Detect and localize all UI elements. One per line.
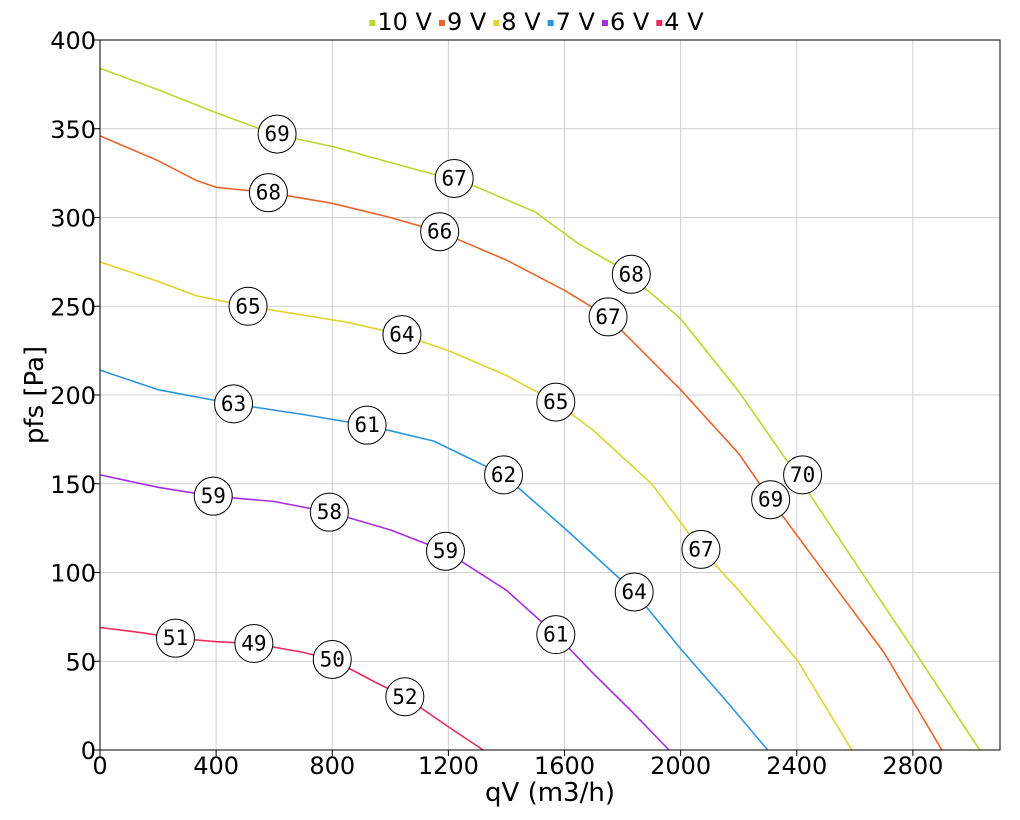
- efficiency-badge: [484, 455, 524, 495]
- efficiency-value: 51: [163, 626, 188, 650]
- legend-item: 9 V: [438, 8, 487, 36]
- efficiency-value: 65: [235, 294, 260, 318]
- x-tick-label: 2000: [650, 752, 711, 780]
- x-tick-label: 2400: [766, 752, 827, 780]
- legend-swatch: [656, 20, 663, 26]
- legend-item: 10 V: [369, 8, 433, 36]
- x-tick-label: 1200: [418, 752, 479, 780]
- efficiency-value: 64: [389, 323, 414, 347]
- x-tick-label: 400: [193, 752, 239, 780]
- efficiency-badge: [234, 624, 274, 663]
- efficiency-value: 59: [201, 484, 226, 508]
- y-tick-label: 400: [50, 27, 96, 55]
- y-tick-label: 0: [81, 737, 96, 765]
- legend-label: 4 V: [664, 8, 704, 36]
- efficiency-badge: [155, 618, 195, 658]
- efficiency-badge: [248, 173, 288, 213]
- legend-item: 4 V: [656, 8, 704, 36]
- efficiency-value: 61: [354, 413, 379, 437]
- efficiency-badge: [588, 297, 628, 337]
- efficiency-badge: [783, 455, 823, 495]
- efficiency-value: 68: [256, 181, 281, 205]
- efficiency-value: 69: [264, 122, 289, 146]
- efficiency-value: 67: [688, 537, 713, 561]
- y-tick-label: 50: [65, 648, 96, 676]
- legend: 10 V 9 V 8 V 7 V 6 V 4 V: [369, 8, 704, 36]
- efficiency-value: 52: [392, 685, 417, 709]
- efficiency-labels: 69 67 68 70 68 66 67 69 65 64 65 67 63 61 62 64 59 58 59 61…: [155, 114, 823, 717]
- legend-label: 7 V: [556, 8, 596, 36]
- x-tick-label: 0: [92, 752, 107, 780]
- x-tick-label: 1600: [534, 752, 595, 780]
- series-line: [99, 626, 484, 751]
- efficiency-badge: [347, 405, 387, 445]
- efficiency-badge: [193, 476, 233, 516]
- series-line: [99, 67, 981, 751]
- efficiency-badge: [425, 531, 465, 571]
- efficiency-value: 67: [595, 305, 620, 329]
- efficiency-value: 61: [543, 623, 568, 647]
- efficiency-value: 66: [427, 220, 452, 244]
- efficiency-value: 63: [221, 392, 246, 416]
- legend-item: 7 V: [547, 8, 596, 36]
- efficiency-badge: [214, 384, 254, 424]
- legend-label: 10 V: [377, 8, 432, 36]
- legend-item: 8 V: [493, 8, 541, 36]
- legend-swatch: [601, 20, 608, 26]
- y-tick-label: 200: [50, 382, 96, 410]
- efficiency-badge: [312, 639, 352, 679]
- series-line: [99, 474, 670, 751]
- legend-label: 9 V: [447, 8, 487, 36]
- efficiency-badge: [614, 572, 654, 612]
- y-axis-title: pfs [Pa]: [20, 346, 50, 444]
- efficiency-badge: [434, 158, 474, 198]
- efficiency-badge: [228, 286, 268, 326]
- legend-swatch: [438, 20, 445, 26]
- axes: 0 400 800 1200 1600 2000 2400 2800 0 50 100 150 200 2…: [50, 27, 1001, 780]
- efficiency-value: 69: [758, 488, 783, 512]
- efficiency-badge: [385, 677, 425, 717]
- y-tick-label: 300: [50, 205, 96, 233]
- legend-swatch: [493, 20, 500, 26]
- x-tick-label: 2800: [882, 752, 943, 780]
- legend-swatch: [547, 20, 554, 26]
- efficiency-value: 65: [543, 390, 568, 414]
- y-tick-label: 150: [50, 471, 96, 499]
- efficiency-value: 67: [442, 166, 467, 190]
- efficiency-badge: [382, 315, 422, 355]
- series-line: [99, 135, 943, 751]
- efficiency-badge: [309, 492, 349, 532]
- efficiency-badge: [536, 615, 576, 655]
- efficiency-badge: [681, 529, 721, 569]
- y-tick-label: 350: [50, 116, 96, 144]
- series-line: [99, 261, 853, 751]
- efficiency-value: 70: [790, 463, 815, 487]
- legend-item: 6 V: [601, 8, 650, 36]
- legend-label: 6 V: [610, 8, 650, 36]
- efficiency-badge: [751, 480, 791, 520]
- efficiency-value: 68: [619, 262, 644, 286]
- efficiency-value: 50: [320, 647, 345, 671]
- legend-swatch: [369, 20, 376, 26]
- efficiency-value: 62: [491, 463, 516, 487]
- x-axis-title: qV (m3/h): [485, 778, 615, 808]
- efficiency-value: 49: [241, 632, 266, 656]
- efficiency-value: 58: [317, 500, 342, 524]
- x-tick-label: 800: [309, 752, 355, 780]
- y-tick-label: 100: [50, 560, 96, 588]
- efficiency-value: 64: [622, 580, 647, 604]
- efficiency-badge: [536, 382, 576, 422]
- efficiency-badge: [611, 254, 651, 294]
- efficiency-badge: [420, 212, 460, 252]
- legend-label: 8 V: [501, 8, 541, 36]
- y-tick-label: 250: [50, 293, 96, 321]
- efficiency-value: 59: [433, 539, 458, 563]
- efficiency-badge: [257, 114, 297, 154]
